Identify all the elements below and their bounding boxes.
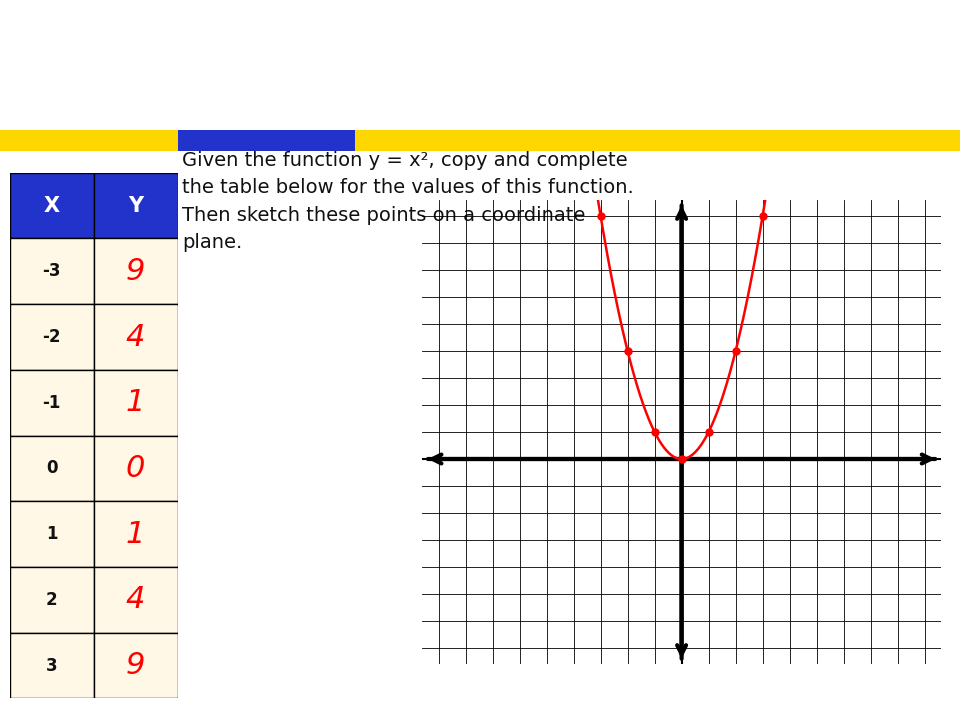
- Text: 9: 9: [126, 257, 145, 286]
- Text: -1: -1: [42, 394, 60, 412]
- Text: 1: 1: [46, 525, 58, 543]
- Bar: [10, 173, 93, 238]
- Text: 0: 0: [126, 454, 145, 483]
- Bar: [10, 304, 93, 370]
- Bar: [93, 567, 178, 633]
- Bar: [355, 130, 960, 151]
- Text: X: X: [43, 196, 60, 216]
- Point: [647, 426, 662, 438]
- Point: [620, 346, 636, 357]
- Text: Warm Up: Warm Up: [677, 48, 931, 102]
- Text: 0: 0: [46, 459, 58, 477]
- Bar: [93, 501, 178, 567]
- Bar: [10, 567, 93, 633]
- Bar: [10, 633, 93, 698]
- Point: [701, 426, 716, 438]
- Point: [674, 454, 689, 465]
- Bar: [93, 436, 178, 501]
- Point: [728, 346, 743, 357]
- Bar: [10, 370, 93, 436]
- Bar: [0, 130, 178, 151]
- Text: 1: 1: [126, 520, 145, 549]
- Bar: [10, 501, 93, 567]
- Bar: [93, 173, 178, 238]
- Text: 9: 9: [126, 651, 145, 680]
- Text: 2: 2: [46, 591, 58, 609]
- Point: [593, 210, 609, 222]
- Text: Y: Y: [128, 196, 143, 216]
- Text: Given the function y = x², copy and complete
the table below for the values of t: Given the function y = x², copy and comp…: [182, 151, 635, 252]
- Text: -3: -3: [42, 262, 60, 280]
- Bar: [93, 238, 178, 304]
- Bar: [93, 633, 178, 698]
- Bar: [10, 436, 93, 501]
- Bar: [93, 370, 178, 436]
- Bar: [93, 304, 178, 370]
- Bar: [10, 238, 93, 304]
- Text: 3: 3: [46, 657, 58, 675]
- Text: 1: 1: [126, 388, 145, 418]
- Text: -2: -2: [42, 328, 60, 346]
- Text: 4: 4: [126, 585, 145, 614]
- Point: [755, 210, 770, 222]
- Text: 4: 4: [126, 323, 145, 351]
- Bar: [178, 130, 355, 151]
